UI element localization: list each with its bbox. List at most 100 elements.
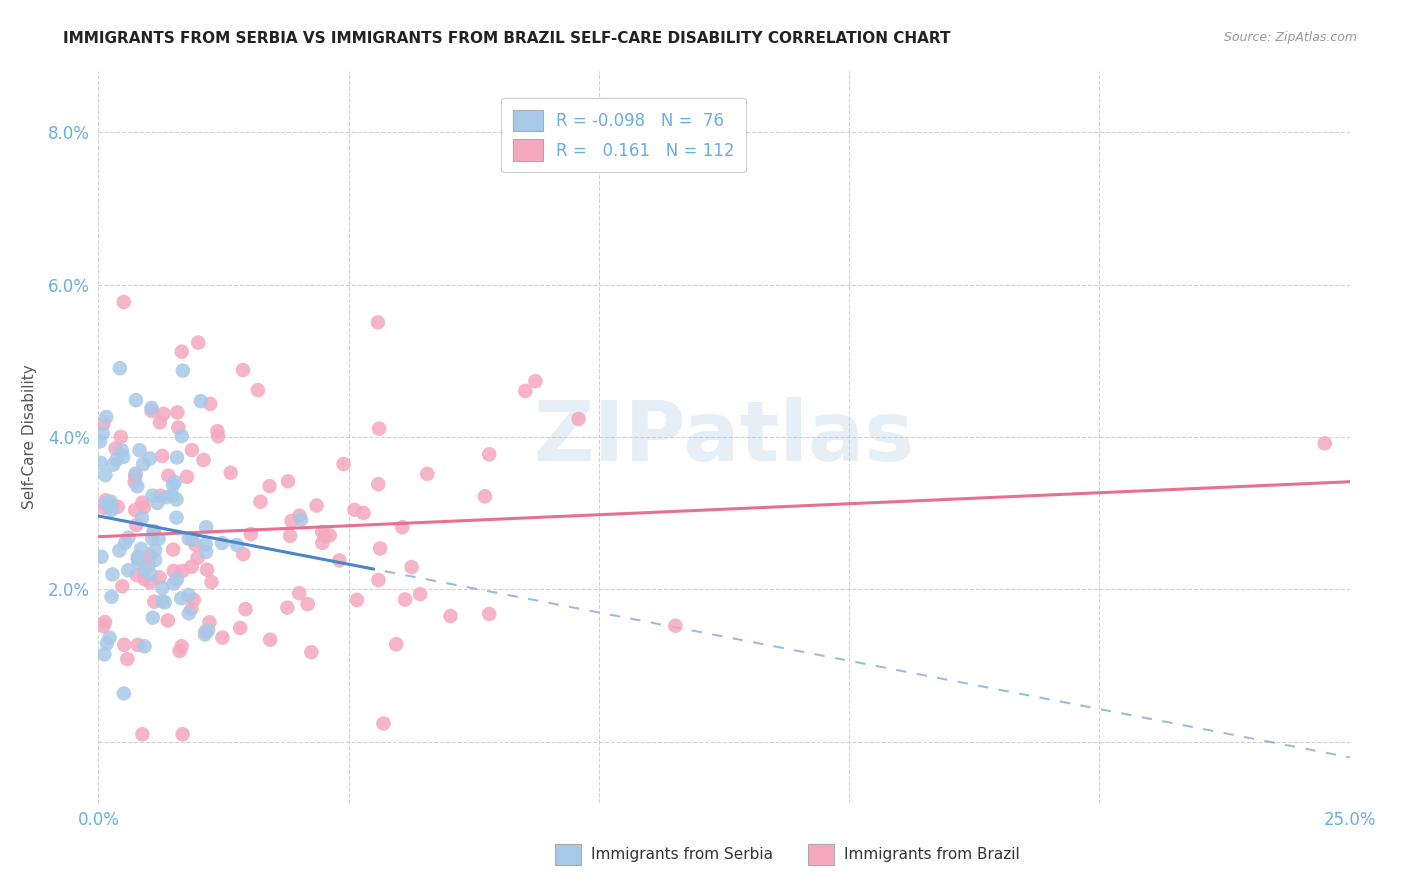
- Point: [163, 576, 186, 591]
- Point: [367, 477, 389, 491]
- Point: [318, 528, 340, 542]
- Point: [299, 645, 322, 659]
- Point: [314, 529, 336, 543]
- Point: [94, 468, 117, 483]
- Point: [114, 536, 136, 550]
- Point: [124, 468, 146, 483]
- Point: [1313, 436, 1336, 450]
- Point: [117, 531, 139, 545]
- Point: [93, 500, 115, 515]
- Point: [478, 447, 501, 461]
- Point: [156, 614, 179, 628]
- Point: [131, 496, 153, 510]
- Point: [101, 567, 124, 582]
- Point: [259, 479, 281, 493]
- Point: [93, 648, 115, 662]
- Point: [353, 506, 375, 520]
- Point: [153, 595, 176, 609]
- Point: [170, 429, 193, 443]
- Point: [177, 588, 200, 602]
- Point: [416, 467, 439, 481]
- Point: [165, 492, 187, 507]
- Text: Immigrants from Brazil: Immigrants from Brazil: [844, 847, 1019, 862]
- Point: [127, 551, 149, 566]
- Point: [391, 520, 413, 534]
- Point: [148, 532, 170, 546]
- Point: [183, 593, 205, 607]
- Point: [172, 727, 194, 741]
- Point: [98, 500, 121, 514]
- Point: [170, 640, 193, 654]
- Point: [167, 420, 190, 434]
- Point: [142, 524, 165, 539]
- Point: [290, 512, 312, 526]
- Point: [100, 494, 122, 508]
- Point: [259, 632, 281, 647]
- Point: [125, 518, 148, 533]
- Point: [152, 594, 174, 608]
- Point: [117, 563, 139, 577]
- Point: [311, 536, 333, 550]
- Point: [98, 631, 121, 645]
- Point: [197, 623, 219, 637]
- Point: [138, 549, 160, 564]
- Point: [143, 594, 166, 608]
- Point: [141, 401, 163, 415]
- Point: [127, 549, 149, 564]
- Point: [124, 467, 146, 481]
- Point: [180, 559, 202, 574]
- Point: [124, 503, 146, 517]
- Point: [166, 510, 188, 524]
- Point: [232, 547, 254, 561]
- Point: [94, 496, 117, 510]
- Point: [515, 384, 537, 398]
- Point: [211, 631, 233, 645]
- Point: [195, 520, 218, 534]
- Point: [373, 716, 395, 731]
- Point: [195, 545, 218, 559]
- Point: [143, 553, 166, 567]
- Point: [134, 572, 156, 586]
- Point: [128, 443, 150, 458]
- Point: [90, 456, 112, 470]
- Point: [346, 593, 368, 607]
- Point: [157, 468, 180, 483]
- Point: [367, 573, 389, 587]
- Point: [568, 412, 591, 426]
- Point: [96, 409, 118, 424]
- Point: [200, 575, 222, 590]
- Point: [103, 458, 125, 472]
- Point: [101, 498, 124, 512]
- Point: [125, 393, 148, 408]
- Point: [127, 638, 149, 652]
- Point: [125, 568, 148, 582]
- Point: [385, 637, 408, 651]
- Point: [143, 543, 166, 558]
- Point: [139, 567, 162, 582]
- Point: [93, 417, 115, 431]
- Point: [94, 493, 117, 508]
- Point: [277, 475, 299, 489]
- Point: [180, 601, 202, 615]
- Point: [155, 490, 177, 504]
- Point: [117, 652, 139, 666]
- Point: [172, 564, 194, 578]
- Point: [207, 424, 229, 438]
- Point: [478, 607, 501, 621]
- Point: [128, 555, 150, 569]
- Point: [332, 457, 354, 471]
- Point: [112, 638, 135, 652]
- Point: [225, 538, 247, 552]
- Point: [170, 591, 193, 606]
- Point: [131, 727, 153, 741]
- Point: [288, 508, 311, 523]
- Legend: R = -0.098   N =  76, R =   0.161   N = 112: R = -0.098 N = 76, R = 0.161 N = 112: [501, 98, 747, 172]
- Point: [194, 624, 217, 639]
- Point: [176, 470, 198, 484]
- Point: [141, 404, 163, 418]
- Point: [111, 443, 134, 458]
- Point: [187, 550, 209, 565]
- Point: [166, 573, 188, 587]
- Point: [276, 600, 298, 615]
- Point: [239, 527, 262, 541]
